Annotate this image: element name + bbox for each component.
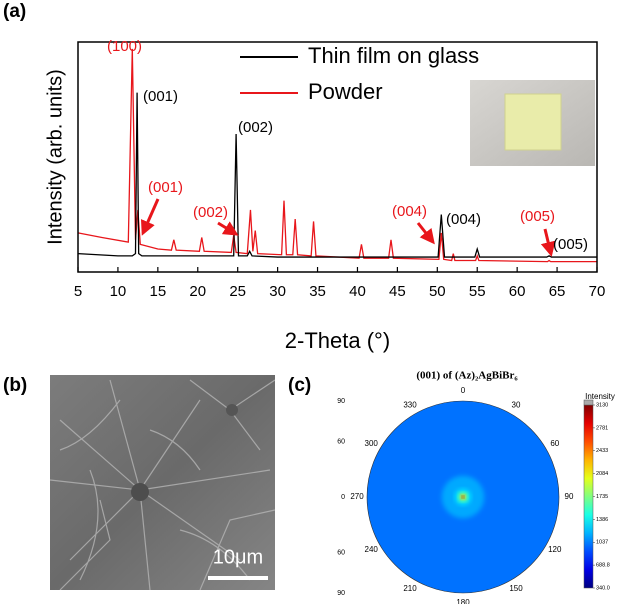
plot-frame <box>77 41 598 273</box>
pole-outline <box>366 400 560 594</box>
x-tick-label: 15 <box>150 283 167 300</box>
colorbar-tick-label: 3130 <box>596 402 608 408</box>
legend-label: Powder <box>308 79 383 104</box>
x-tick-label: 35 <box>309 283 326 300</box>
psi-tick-label: 0 <box>341 494 345 501</box>
x-tick-label: 10 <box>110 283 127 300</box>
x-tick-label: 30 <box>269 283 286 300</box>
phi-tick-label: 150 <box>509 584 523 593</box>
x-tick-label: 40 <box>349 283 366 300</box>
colorbar-top <box>583 399 594 406</box>
pole-title: (001) of (Az)₂AgBiBr₆ <box>416 370 518 382</box>
annotation-arrow <box>217 221 239 236</box>
annotation: (002) <box>238 119 273 136</box>
annotation: (005) <box>553 236 588 253</box>
phi-tick-label: 180 <box>456 598 470 604</box>
annotation: (002) <box>193 204 228 221</box>
annotation: (004) <box>392 203 427 220</box>
phi-tick-label: 90 <box>565 492 574 501</box>
sem-image <box>50 375 275 590</box>
x-axis-label: 2-Theta (°) <box>285 328 390 353</box>
x-tick-label: 50 <box>429 283 446 300</box>
colorbar-label: Intensity <box>585 392 615 401</box>
phi-tick-label: 240 <box>365 545 379 554</box>
annotation: (005) <box>520 208 555 225</box>
annotation-arrow <box>540 228 556 257</box>
phi-tick-label: 30 <box>512 400 521 409</box>
phi-tick-label: 120 <box>548 545 562 554</box>
annotation-arrow <box>140 198 160 236</box>
colorbar-tick-label: 2781 <box>596 425 608 431</box>
legend-label: Thin film on glass <box>308 43 479 68</box>
colorbar-tick-label: 688.8 <box>596 563 610 569</box>
y-axis-label: Intensity (arb. units) <box>44 69 66 245</box>
colorbar-tick-label: 1386 <box>596 517 608 523</box>
colorbar-tick-label: 1037 <box>596 540 608 546</box>
x-tick-label: 25 <box>229 283 246 300</box>
x-tick-label: 55 <box>469 283 486 300</box>
psi-tick-label: 90 <box>337 590 345 597</box>
x-tick-label: 5 <box>74 283 82 300</box>
x-tick-label: 45 <box>389 283 406 300</box>
panel-label: (a) <box>3 1 26 22</box>
phi-tick-label: 0 <box>461 386 466 395</box>
phi-tick-label: 60 <box>550 439 559 448</box>
colorbar-tick-label: 1735 <box>596 494 608 500</box>
colorbar-tick-label: 340.0 <box>596 585 610 591</box>
colorbar-tick-label: 2084 <box>596 471 608 477</box>
phi-tick-label: 210 <box>403 584 417 593</box>
panel-label: (c) <box>288 375 311 396</box>
data-line <box>77 48 597 263</box>
annotation: (001) <box>143 88 178 105</box>
x-tick-label: 20 <box>189 283 206 300</box>
colorbar-tick-label: 2433 <box>596 448 608 454</box>
annotation: (001) <box>148 179 183 196</box>
phi-tick-label: 270 <box>350 492 364 501</box>
psi-tick-label: 60 <box>337 549 345 556</box>
x-tick-label: 60 <box>509 283 526 300</box>
annotation: (004) <box>446 211 481 228</box>
annotation-arrow <box>416 222 435 245</box>
data-line <box>77 92 597 258</box>
inset-photo <box>470 80 595 166</box>
psi-tick-label: 60 <box>337 438 345 445</box>
x-tick-label: 70 <box>589 283 606 300</box>
annotation: (100) <box>107 38 142 55</box>
intensity-ring <box>461 495 465 499</box>
psi-tick-label: 90 <box>337 398 345 405</box>
phi-tick-label: 300 <box>365 439 379 448</box>
phi-tick-label: 330 <box>403 400 417 409</box>
colorbar <box>583 404 594 589</box>
x-tick-label: 65 <box>549 283 566 300</box>
scale-bar-label: 10μm <box>213 546 263 568</box>
panel-label: (b) <box>3 375 27 396</box>
